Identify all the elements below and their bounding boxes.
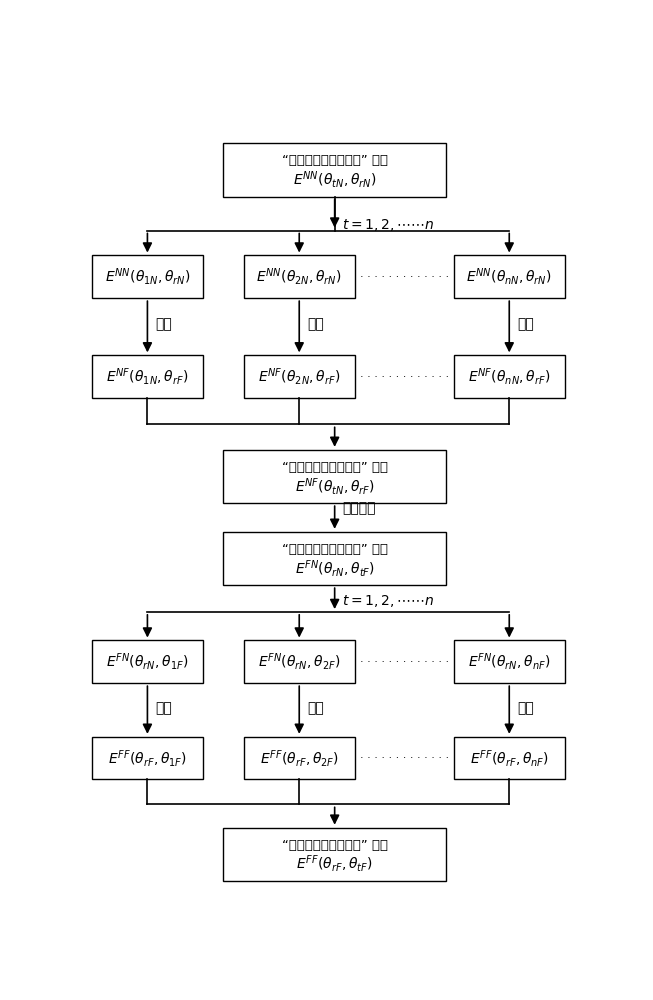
Text: $E^{FF}(\theta_{rF},\theta_{2F})$: $E^{FF}(\theta_{rF},\theta_{2F})$ <box>260 748 339 769</box>
FancyBboxPatch shape <box>223 450 446 503</box>
FancyBboxPatch shape <box>454 355 565 398</box>
FancyBboxPatch shape <box>91 255 203 298</box>
Text: · · · · · · · · · · · · ·: · · · · · · · · · · · · · <box>360 272 449 282</box>
FancyBboxPatch shape <box>454 737 565 779</box>
Text: 外推: 外推 <box>155 318 172 332</box>
Text: $E^{FF}(\theta_{rF},\theta_{tF})$: $E^{FF}(\theta_{rF},\theta_{tF})$ <box>296 853 373 874</box>
Text: $E^{FF}(\theta_{rF},\theta_{nF})$: $E^{FF}(\theta_{rF},\theta_{nF})$ <box>470 748 549 769</box>
Text: $E^{FN}(\theta_{rN},\theta_{1F})$: $E^{FN}(\theta_{rN},\theta_{1F})$ <box>106 651 189 672</box>
Text: · · · · · · · · · · · · ·: · · · · · · · · · · · · · <box>360 753 449 763</box>
FancyBboxPatch shape <box>223 532 446 585</box>
Text: $E^{NF}(\theta_{1N},\theta_{rF})$: $E^{NF}(\theta_{1N},\theta_{rF})$ <box>106 366 189 387</box>
Text: · · · · · · · · · · · · ·: · · · · · · · · · · · · · <box>360 372 449 382</box>
FancyBboxPatch shape <box>91 737 203 779</box>
Text: $E^{FN}(\theta_{rN},\theta_{2F})$: $E^{FN}(\theta_{rN},\theta_{2F})$ <box>258 651 340 672</box>
Text: 外推: 外推 <box>307 701 324 715</box>
Text: $E^{FN}(\theta_{rN},\theta_{tF})$: $E^{FN}(\theta_{rN},\theta_{tF})$ <box>295 558 375 579</box>
Text: 外推: 外推 <box>517 318 534 332</box>
Text: “近场接收，远场发射” 数据: “近场接收，远场发射” 数据 <box>281 543 388 556</box>
Text: 外推: 外推 <box>517 701 534 715</box>
Text: $E^{NN}(\theta_{nN},\theta_{rN})$: $E^{NN}(\theta_{nN},\theta_{rN})$ <box>466 266 552 287</box>
FancyBboxPatch shape <box>454 255 565 298</box>
FancyBboxPatch shape <box>244 640 355 683</box>
FancyBboxPatch shape <box>244 737 355 779</box>
FancyBboxPatch shape <box>244 355 355 398</box>
Text: · · · · · · · · · · · · ·: · · · · · · · · · · · · · <box>360 657 449 667</box>
Text: “近场发射，远场接收” 数据: “近场发射，远场接收” 数据 <box>281 461 388 474</box>
FancyBboxPatch shape <box>91 640 203 683</box>
Text: “远场发射，远场接收” 数据: “远场发射，远场接收” 数据 <box>281 839 388 852</box>
FancyBboxPatch shape <box>91 355 203 398</box>
Text: $E^{NF}(\theta_{2N},\theta_{rF})$: $E^{NF}(\theta_{2N},\theta_{rF})$ <box>258 366 340 387</box>
Text: $E^{NN}(\theta_{2N},\theta_{rN})$: $E^{NN}(\theta_{2N},\theta_{rN})$ <box>257 266 342 287</box>
Text: $t=1,2,\cdots\cdots n$: $t=1,2,\cdots\cdots n$ <box>342 217 434 233</box>
Text: $E^{FN}(\theta_{rN},\theta_{nF})$: $E^{FN}(\theta_{rN},\theta_{nF})$ <box>468 651 550 672</box>
Text: 互易定理: 互易定理 <box>342 502 375 516</box>
Text: $E^{NF}(\theta_{nN},\theta_{rF})$: $E^{NF}(\theta_{nN},\theta_{rF})$ <box>468 366 550 387</box>
Text: $E^{FF}(\theta_{rF},\theta_{1F})$: $E^{FF}(\theta_{rF},\theta_{1F})$ <box>108 748 187 769</box>
FancyBboxPatch shape <box>244 255 355 298</box>
Text: 外推: 外推 <box>155 701 172 715</box>
FancyBboxPatch shape <box>223 828 446 881</box>
Text: “近场发射，近场接收” 数据: “近场发射，近场接收” 数据 <box>281 154 388 167</box>
FancyBboxPatch shape <box>223 143 446 197</box>
Text: $E^{NN}(\theta_{1N},\theta_{rN})$: $E^{NN}(\theta_{1N},\theta_{rN})$ <box>104 266 190 287</box>
Text: $t=1,2,\cdots\cdots n$: $t=1,2,\cdots\cdots n$ <box>342 593 434 609</box>
Text: $E^{NF}(\theta_{tN},\theta_{rF})$: $E^{NF}(\theta_{tN},\theta_{rF})$ <box>295 476 375 497</box>
FancyBboxPatch shape <box>454 640 565 683</box>
Text: 外推: 外推 <box>307 318 324 332</box>
Text: $E^{NN}(\theta_{tN},\theta_{rN})$: $E^{NN}(\theta_{tN},\theta_{rN})$ <box>293 169 376 190</box>
